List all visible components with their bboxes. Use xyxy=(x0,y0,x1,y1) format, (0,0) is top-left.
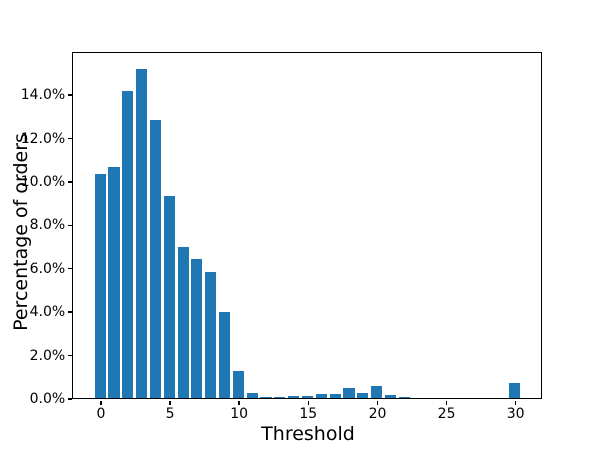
x-tick xyxy=(514,400,517,405)
x-tick-label: 10 xyxy=(230,406,249,422)
y-tick xyxy=(68,181,73,183)
y-tick-label: 4.0% xyxy=(29,304,66,321)
bar-x22 xyxy=(398,397,410,399)
bar-x4 xyxy=(149,120,161,399)
bar-x16 xyxy=(315,393,327,399)
bar-x30 xyxy=(509,383,521,399)
y-tick xyxy=(68,398,73,400)
bar-x11 xyxy=(246,392,258,399)
y-tick-label: 8.0% xyxy=(29,217,66,234)
bar-x20 xyxy=(371,386,383,399)
y-tick-label: 0.0% xyxy=(29,391,66,407)
y-tick xyxy=(68,311,73,313)
x-tick-label: 0 xyxy=(96,406,106,422)
y-tick xyxy=(68,354,73,357)
bar-x0 xyxy=(94,173,106,399)
x-tick-label: 15 xyxy=(299,406,318,422)
bar-x1 xyxy=(108,167,120,399)
y-tick-label: 6.0% xyxy=(29,260,66,277)
x-tick xyxy=(238,400,240,405)
y-tick xyxy=(68,224,73,227)
x-tick xyxy=(169,400,171,405)
bar-x5 xyxy=(163,196,175,399)
x-tick-label: 20 xyxy=(368,406,387,422)
bar-x17 xyxy=(329,393,341,399)
y-tick-label: 12.0% xyxy=(20,130,66,147)
y-tick-label: 10.0% xyxy=(20,173,66,190)
bar-x3 xyxy=(136,69,148,399)
x-tick-label: 25 xyxy=(437,406,456,422)
bar-x15 xyxy=(301,396,314,399)
x-tick xyxy=(307,400,310,405)
y-axis-label: Percentage of orders xyxy=(10,133,32,331)
plot-area xyxy=(72,52,543,400)
bar-x14 xyxy=(288,396,300,399)
bar-x10 xyxy=(232,370,244,399)
x-tick xyxy=(445,400,448,405)
y-tick xyxy=(68,137,73,140)
bar-x8 xyxy=(205,272,217,399)
y-tick xyxy=(68,267,73,270)
bar-x19 xyxy=(357,393,369,399)
bar-x18 xyxy=(343,388,355,399)
x-axis-label: Threshold xyxy=(261,423,355,445)
bar-x21 xyxy=(384,394,397,399)
bar-x6 xyxy=(177,247,189,399)
bar-x7 xyxy=(191,259,203,399)
bar-x2 xyxy=(122,91,134,399)
x-tick xyxy=(100,400,102,405)
x-tick-label: 5 xyxy=(165,406,175,422)
bar-x13 xyxy=(274,396,286,399)
x-tick-label: 30 xyxy=(506,406,525,422)
bar-x12 xyxy=(260,396,272,399)
y-tick xyxy=(68,94,73,96)
y-tick-label: 14.0% xyxy=(20,87,66,103)
x-tick xyxy=(376,400,379,405)
bar-x9 xyxy=(219,312,231,399)
y-tick-label: 2.0% xyxy=(29,347,66,364)
